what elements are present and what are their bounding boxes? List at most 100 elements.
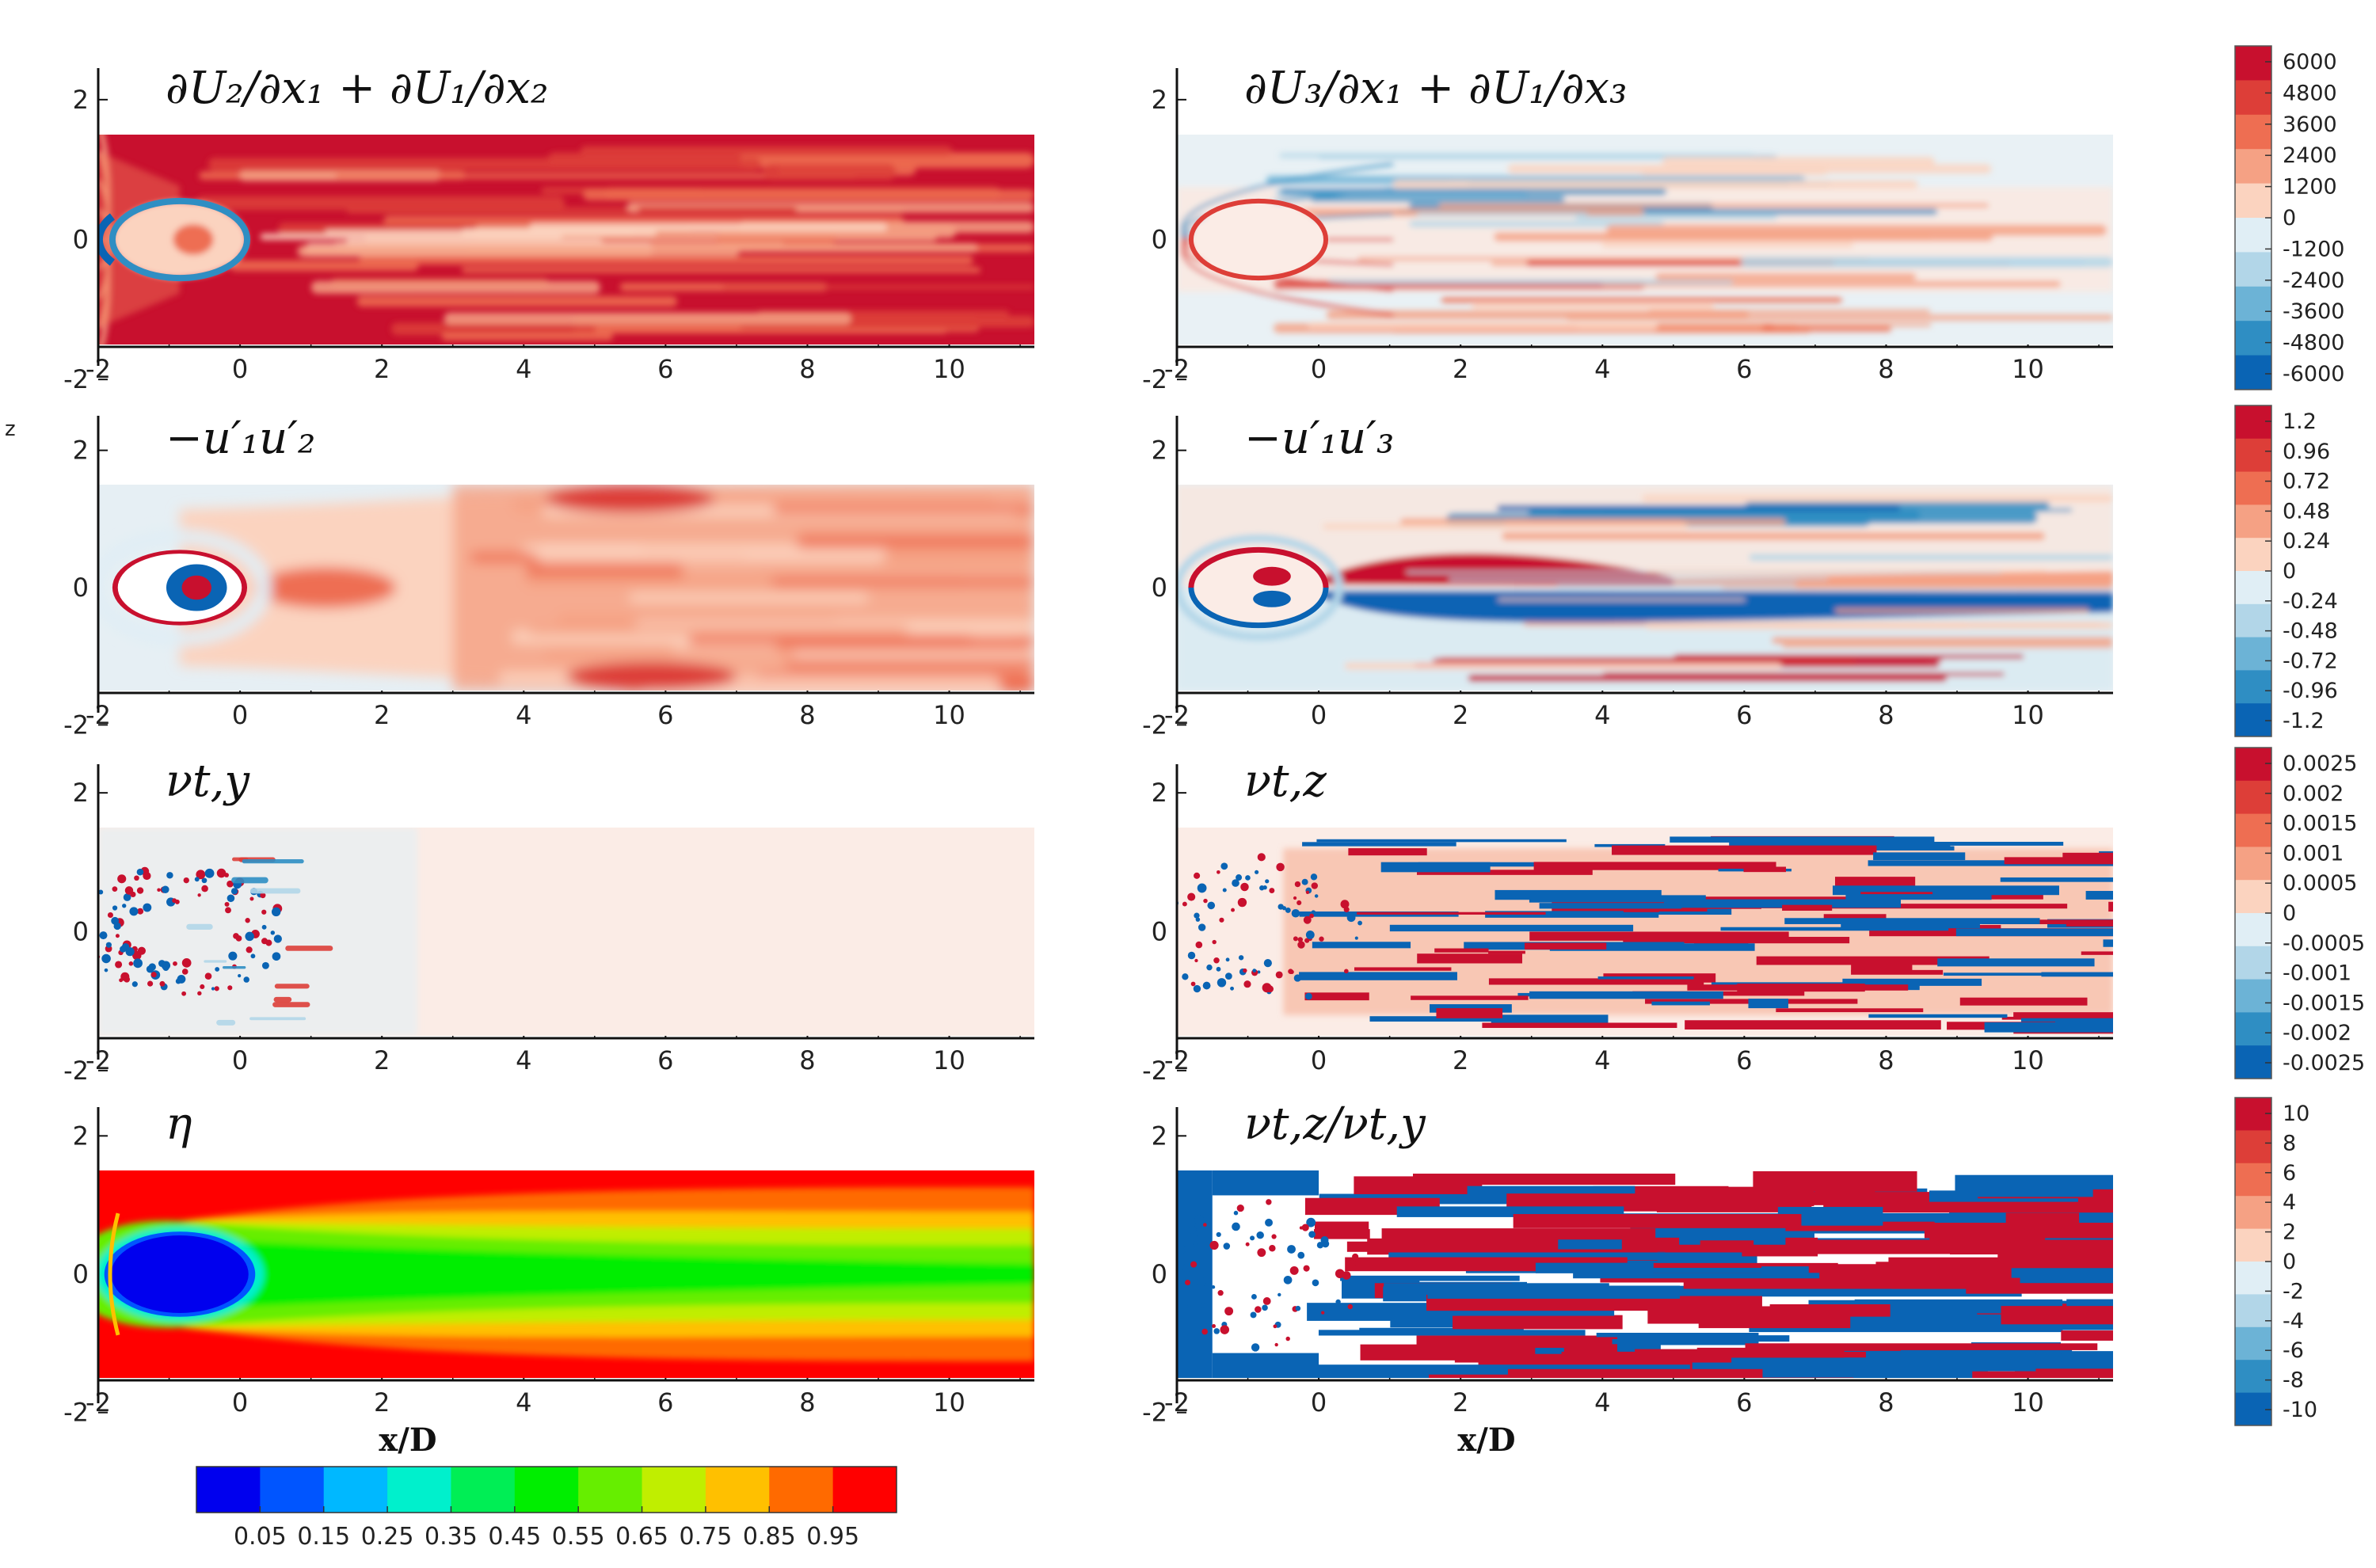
contour-band [1955, 928, 2113, 937]
x-tick-label: 6 [1736, 1387, 1752, 1418]
contour-band [273, 996, 292, 1003]
contour-band [545, 649, 794, 660]
colorbar-swatch [2235, 1326, 2271, 1361]
contour-band [1834, 877, 1916, 886]
contour-band [2005, 1212, 2080, 1227]
x-tick-label: 8 [799, 354, 815, 384]
contour-band [249, 888, 301, 894]
contour-band [580, 146, 952, 156]
contour-band [1488, 978, 1704, 985]
contour-band [1533, 862, 1776, 870]
contour-band [1601, 242, 1854, 248]
x-tick-label: 10 [2012, 1045, 2044, 1075]
contour-band [1756, 956, 1990, 965]
contour-band [1748, 999, 1788, 1009]
contour-band [196, 196, 565, 211]
contour-band [1623, 937, 1850, 944]
panel-label: νt,z/νt,y [1244, 1098, 1426, 1150]
contour-band [1740, 257, 2113, 268]
contour-band [1597, 976, 1694, 980]
contour-band [1568, 1267, 1937, 1273]
colorbar-tick-label: 1200 [2283, 175, 2337, 200]
x-tick-label: 2 [374, 700, 390, 730]
x-axis-label: x/D [379, 1421, 436, 1459]
contour-band [1299, 972, 1457, 980]
contour-band [204, 960, 227, 963]
eta-colorbar-swatch [832, 1467, 897, 1513]
colorbar-tick-label: 6000 [2283, 50, 2337, 74]
eta-colorbar-tick-label: 0.55 [552, 1523, 605, 1551]
colorbar-swatch [2235, 780, 2271, 815]
contour-band [1494, 232, 1993, 242]
panel-p1: 20-2-2 0 2 4 6 8 10∂U₂/∂x₁ + ∂U₁/∂x₂ [63, 63, 1034, 394]
x-axis-label: x/D [1457, 1421, 1515, 1459]
eta-colorbar-tick-label: 0.65 [615, 1523, 668, 1551]
contour-band [1558, 1239, 1622, 1250]
x-tick-label: 4 [516, 700, 531, 730]
colorbar-tick-label: 0.72 [2283, 470, 2330, 494]
contour-band [1823, 1201, 2113, 1213]
x-tick-label: 0 [1311, 1387, 1327, 1418]
contour-band [242, 858, 304, 864]
contour-band [1354, 967, 1452, 971]
eta-colorbar-swatch [260, 1467, 325, 1513]
contour-band [1482, 1022, 1677, 1029]
contour-band [1502, 531, 2045, 540]
y-tick-label: 2 [73, 436, 89, 466]
colorbar-swatch [2235, 880, 2271, 914]
x-tick-label: 6 [657, 1045, 673, 1075]
contour-band [1687, 984, 1909, 991]
contour-band [1683, 1277, 2020, 1289]
contour-band [231, 877, 268, 884]
contour-band [1729, 842, 1951, 850]
contour-band [1868, 860, 2113, 866]
colorbar-tick-label: 0.002 [2283, 782, 2344, 806]
eta-colorbar-swatch [769, 1467, 834, 1513]
colorbar-swatch [2235, 1130, 2271, 1164]
contour-band [1746, 1221, 1935, 1231]
colorbar-swatch [2235, 913, 2271, 947]
x-tick-label: 0 [1311, 354, 1327, 384]
contour-band [2092, 1189, 2113, 1201]
colorbar-swatch [2235, 538, 2271, 572]
colorbar-swatch [2235, 114, 2271, 150]
contour-band [335, 173, 856, 179]
x-tick-label: 0 [1311, 700, 1327, 730]
y-tick-label: -2 [63, 364, 89, 394]
colorbar-tick-label: 6 [2283, 1161, 2296, 1186]
colorbar-swatch [2235, 149, 2271, 185]
colorbar-swatch [2235, 355, 2271, 390]
x-tick-label: 0 [232, 700, 248, 730]
x-tick-label: 8 [1878, 1045, 1894, 1075]
colorbar-tick-label: -3600 [2283, 299, 2344, 324]
x-tick-label: 6 [1736, 354, 1752, 384]
contour-band [583, 189, 1034, 201]
contour-band [1441, 297, 1842, 303]
contour-band [2085, 891, 2113, 900]
colorbar-tick-label: -1200 [2283, 237, 2344, 261]
colorbar-tick-label: -0.48 [2283, 619, 2338, 644]
contour-band [1845, 894, 1992, 900]
colorbar-tick-label: 0.001 [2283, 841, 2344, 866]
contour-band [1984, 1022, 2113, 1033]
colorbar-tick-label: 0.0005 [2283, 871, 2357, 896]
colorbar-tick-label: 8 [2283, 1131, 2296, 1155]
contour-band [1436, 1008, 1503, 1018]
colorbar-tick-label: 1.2 [2283, 409, 2317, 434]
contour-field [98, 1170, 1034, 1378]
contour-band [1662, 157, 1935, 166]
contour-band [1959, 997, 2088, 1006]
x-tick-label: 4 [1594, 1387, 1610, 1418]
eta-colorbar-swatch [323, 1467, 388, 1513]
colorbar-cb2: 1.2 0.96 0.72 0.48 0.24 0 -0.24 -0.48 -0.72 -0.96… [2234, 405, 2338, 737]
contour-band [1454, 1353, 1732, 1363]
x-tick-label: 4 [1594, 1045, 1610, 1075]
contour-band [1777, 1207, 1883, 1226]
contour-band [1972, 1371, 2113, 1378]
contour-band [1937, 958, 2095, 967]
contour-band [2108, 901, 2113, 912]
contour-band [297, 245, 740, 257]
eta-colorbar-tick-label: 0.25 [361, 1523, 414, 1551]
